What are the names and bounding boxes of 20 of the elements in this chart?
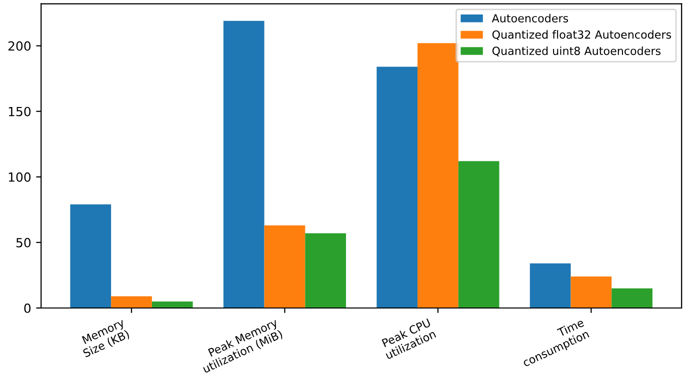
legend-label: Quantized float32 Autoencoders <box>492 30 672 40</box>
bar <box>223 20 264 308</box>
y-tick-label: 0 <box>24 303 31 313</box>
legend-label: Autoencoders <box>492 14 568 22</box>
legend-label: Quantized uint8 Autoencoders <box>492 46 661 56</box>
bar <box>70 204 112 308</box>
bar <box>612 288 652 308</box>
y-tick-label: 100 <box>8 172 31 182</box>
y-tick-label: 50 <box>16 238 31 248</box>
bar <box>111 296 152 308</box>
bar <box>152 301 193 308</box>
bar <box>530 263 571 308</box>
y-tick-label: 200 <box>8 41 31 51</box>
bar <box>376 66 418 308</box>
bar <box>570 276 612 308</box>
bar <box>264 225 306 308</box>
y-tick-label: 150 <box>8 106 31 116</box>
bar <box>418 43 458 308</box>
bar <box>458 161 500 308</box>
bar <box>305 233 346 308</box>
